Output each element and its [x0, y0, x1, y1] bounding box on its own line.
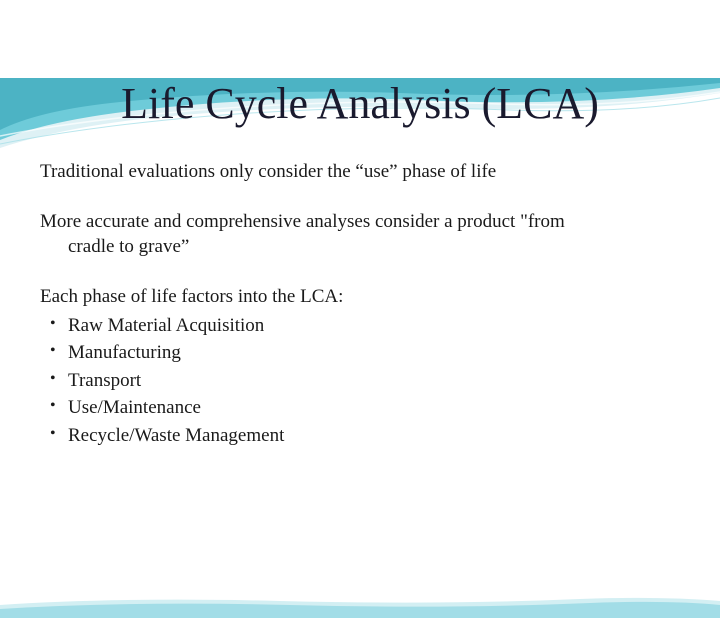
paragraph-3: Each phase of life factors into the LCA:: [40, 284, 680, 310]
list-item: Manufacturing: [68, 339, 680, 367]
bullet-list: Raw Material Acquisition Manufacturing T…: [40, 312, 680, 450]
paragraph-2: More accurate and comprehensive analyses…: [40, 209, 680, 260]
slide-content: Life Cycle Analysis (LCA) Traditional ev…: [0, 78, 720, 449]
para2-line1: More accurate and comprehensive analyses…: [40, 211, 565, 232]
list-item: Raw Material Acquisition: [68, 312, 680, 340]
slide-title: Life Cycle Analysis (LCA): [40, 78, 680, 129]
list-item: Transport: [68, 367, 680, 395]
list-item: Recycle/Waste Management: [68, 422, 680, 450]
bottom-wave-decoration: [0, 593, 720, 618]
list-item: Use/Maintenance: [68, 394, 680, 422]
para2-line2: cradle to grave”: [40, 234, 189, 260]
paragraph-1: Traditional evaluations only consider th…: [40, 159, 680, 185]
